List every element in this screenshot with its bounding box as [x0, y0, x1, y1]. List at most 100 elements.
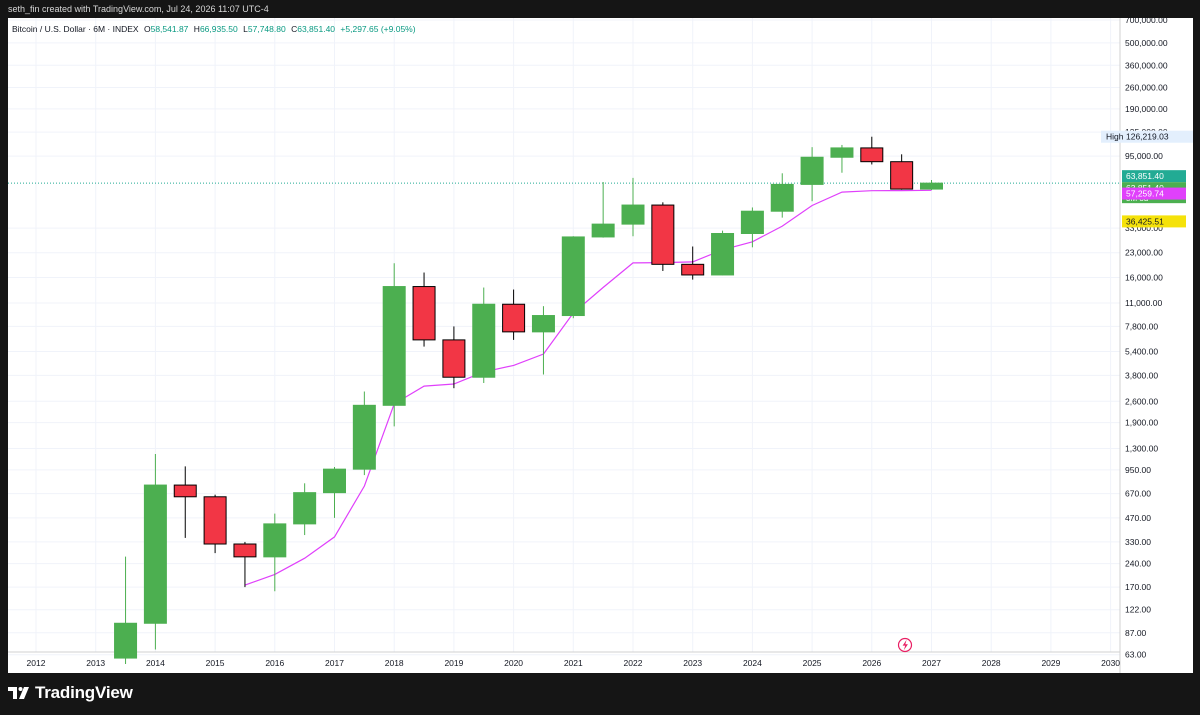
- y-tick-label: 63.00: [1125, 650, 1147, 660]
- x-tick-label: 2027: [922, 658, 941, 668]
- x-tick-label: 2015: [206, 658, 225, 668]
- y-tick-label: 3,800.00: [1125, 370, 1158, 380]
- candle-up[interactable]: [382, 263, 406, 427]
- candle-up[interactable]: [561, 236, 585, 319]
- moving-average-line: [244, 189, 932, 586]
- high-marker-label: High: [1106, 132, 1124, 142]
- candle-body: [293, 492, 317, 525]
- candle-body: [800, 156, 824, 185]
- candle-body: [860, 147, 884, 163]
- y-tick-label: 190,000.00: [1125, 104, 1168, 114]
- y-tick-label: 670.00: [1125, 489, 1151, 499]
- candle-up[interactable]: [920, 179, 943, 191]
- candle-down[interactable]: [860, 136, 884, 165]
- candle-up[interactable]: [711, 230, 735, 276]
- top-bar: seth_fin created with TradingView.com, J…: [0, 0, 1200, 18]
- candle-up[interactable]: [531, 306, 555, 375]
- candle-up[interactable]: [591, 182, 615, 238]
- candle-down[interactable]: [502, 289, 526, 340]
- candle-up[interactable]: [352, 391, 376, 476]
- candle-down[interactable]: [233, 541, 257, 588]
- candle-body: [263, 523, 287, 558]
- candle-up[interactable]: [800, 147, 824, 202]
- brand-name: TradingView: [35, 683, 133, 702]
- candle-up[interactable]: [293, 483, 317, 536]
- candle-body: [711, 232, 735, 276]
- candle-up[interactable]: [830, 144, 854, 173]
- candlestick-chart[interactable]: 700,000.00 500,000.00 360,000.00 260,000.00…: [8, 18, 1193, 673]
- candle-down[interactable]: [203, 494, 227, 554]
- candle-down[interactable]: [173, 466, 197, 538]
- high-marker-value: 126,219.03: [1126, 132, 1169, 142]
- x-tick-label: 2020: [504, 658, 523, 668]
- x-tick-label: 2012: [27, 658, 46, 668]
- candle-down[interactable]: [890, 154, 914, 190]
- legend-c-label: C: [291, 24, 297, 34]
- candle-body: [472, 303, 496, 378]
- candle-up[interactable]: [472, 287, 496, 383]
- candle-up[interactable]: [323, 467, 346, 518]
- y-tick-label: 950.00: [1125, 465, 1151, 475]
- candle-up[interactable]: [621, 177, 645, 237]
- y-tick-label: 1,300.00: [1125, 443, 1158, 453]
- legend-o-value: 58,541.87: [151, 24, 189, 34]
- candle-body: [740, 210, 764, 234]
- x-tick-label: 2013: [86, 658, 105, 668]
- grid-lines: [8, 18, 1120, 656]
- candle-body: [651, 204, 675, 265]
- candle-up[interactable]: [740, 207, 764, 248]
- y-tick-label: 470.00: [1125, 513, 1151, 523]
- legend-symbol: Bitcoin / U.S. Dollar · 6M · INDEX: [12, 24, 139, 34]
- candle-up[interactable]: [143, 453, 167, 650]
- y-tick-label: 240.00: [1125, 559, 1151, 569]
- candle-body: [173, 484, 197, 498]
- candle-down[interactable]: [442, 326, 466, 389]
- x-tick-label: 2030: [1101, 658, 1120, 668]
- candle-up[interactable]: [263, 513, 287, 592]
- ma-price-box: [1122, 187, 1186, 200]
- candle-down[interactable]: [412, 272, 436, 347]
- candle-body: [681, 263, 705, 276]
- y-tick-label: 122.00: [1125, 605, 1151, 615]
- last-price-box: [1122, 170, 1186, 183]
- tradingview-logo-icon: [8, 687, 29, 699]
- x-tick-label: 2026: [862, 658, 881, 668]
- lightning-icon[interactable]: [897, 637, 913, 653]
- candle-down[interactable]: [681, 246, 705, 280]
- high-marker-bg: [1101, 130, 1193, 143]
- last-price-label: 63,851.40: [1126, 171, 1164, 181]
- y-axis-ticks: 700,000.00 500,000.00 360,000.00 260,000.00…: [1125, 18, 1168, 660]
- candle-body: [561, 236, 585, 317]
- legend-c-value: 63,851.40: [297, 24, 335, 34]
- x-tick-label: 2024: [743, 658, 762, 668]
- candle-up[interactable]: [114, 556, 138, 664]
- candle-body: [442, 339, 466, 378]
- x-tick-label: 2028: [982, 658, 1001, 668]
- tradingview-logo[interactable]: TradingView: [8, 683, 133, 703]
- candle-body: [323, 468, 346, 494]
- credit-text: seth_fin created with TradingView.com, J…: [8, 4, 269, 14]
- y-tick-label: 2,600.00: [1125, 396, 1158, 406]
- candle-body: [621, 204, 645, 225]
- x-tick-label: 2022: [624, 658, 643, 668]
- candle-body: [531, 315, 555, 333]
- legend: Bitcoin / U.S. Dollar · 6M · INDEX O58,5…: [12, 24, 416, 34]
- y-tick-label: 170.00: [1125, 582, 1151, 592]
- footer-bar: TradingView: [0, 673, 1200, 715]
- x-tick-label: 2023: [683, 658, 702, 668]
- chart-area[interactable]: 700,000.00 500,000.00 360,000.00 260,000.00…: [8, 18, 1193, 673]
- y-tick-label: 16,000.00: [1125, 272, 1163, 282]
- y-tick-label: 23,000.00: [1125, 248, 1163, 258]
- y-tick-label: 33,000.00: [1125, 223, 1163, 233]
- candle-up[interactable]: [770, 173, 794, 218]
- x-axis-ticks: 2012 2013 2014 2015 2016 2017 2018 2019 2020 2021…: [27, 658, 1121, 668]
- x-tick-label: 2019: [444, 658, 463, 668]
- candle-down[interactable]: [651, 202, 675, 271]
- candle-body: [502, 303, 526, 333]
- y-tick-label: 360,000.00: [1125, 60, 1168, 70]
- legend-h-label: H: [194, 24, 200, 34]
- x-tick-label: 2021: [564, 658, 583, 668]
- legend-l-label: L: [243, 24, 248, 34]
- y-tick-label: 11,000.00: [1125, 298, 1162, 308]
